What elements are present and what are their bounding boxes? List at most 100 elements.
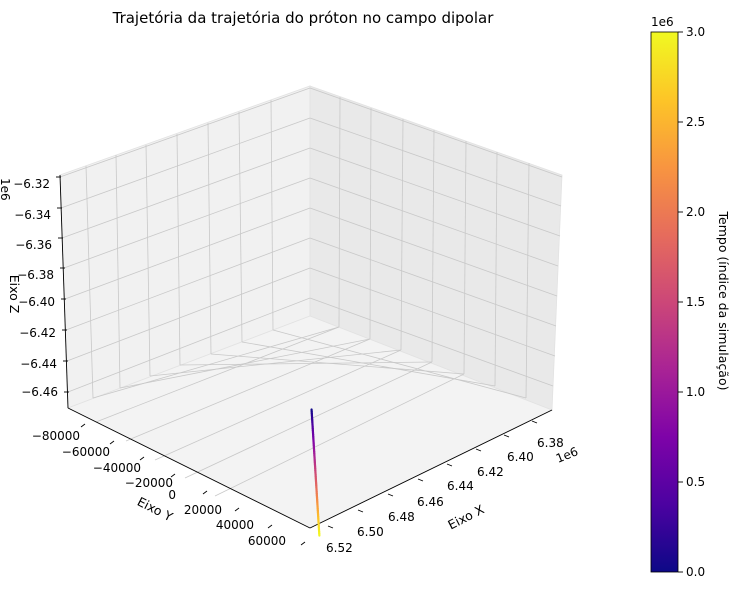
z-tick-label: −6.36 [15,238,52,252]
grid-line [309,267,556,357]
grid-line [115,154,121,389]
y-tickmark [80,423,86,428]
grid-line [309,87,563,178]
y-tick-label: −40000 [93,461,141,475]
y-tickmark [202,490,208,495]
z-axis-offset: 1e6 [0,178,12,201]
y-tickmark [300,541,306,546]
grid-line [176,133,181,366]
colorbar [650,31,679,573]
grid-line [270,99,274,331]
grid-line [64,207,311,300]
grid-line [210,353,465,375]
grid-line [369,107,372,340]
y-tickmark [109,440,115,445]
grid-line [145,144,151,377]
grid-line [66,267,311,362]
grid-line [149,349,402,377]
grid-lines [59,87,563,497]
grid-line [272,329,527,399]
x-tick-label: 6.52 [326,541,353,555]
y-axis-line [67,407,311,529]
grid-line [309,147,561,237]
z-tick-label: −6.42 [19,326,56,340]
x-tickmark [475,448,482,452]
x-axis-ticks: 6.38 6.40 6.42 6.44 6.46 6.48 6.50 6.52 [326,420,564,555]
colorbar-tick-label: 3.0 [686,25,705,39]
colorbar-ticks: 0.0 0.5 1.0 1.5 2.0 2.5 3.0 [678,25,705,579]
x-tick-label: 6.50 [357,525,384,539]
grid-line [309,297,554,387]
z-tick-label: −6.46 [21,385,58,399]
colorbar-tick-label: 2.0 [686,205,705,219]
grid-line [61,147,311,239]
grid-line [494,151,498,387]
grid-line [179,361,433,366]
grid-line [309,117,562,207]
x-tickmark [503,434,510,438]
chart-title: Trajetória da trajetória do próton no ca… [112,9,495,27]
grid-line [184,361,433,479]
y-axis-ticks: −80000 −60000 −40000 −20000 0 20000 4000… [32,423,306,548]
grid-line [309,177,559,267]
x-tick-label: 6.48 [388,510,415,524]
grid-line [338,96,341,328]
z-axis-ticks: −6.32 −6.34 −6.36 −6.38 −6.40 −6.42 −6.4… [13,176,69,399]
x-tickmark [417,478,424,482]
colorbar-tick-label: 2.5 [686,115,705,129]
grid-line [65,237,311,331]
axis-lines [59,174,553,529]
z-tick-label: −6.34 [14,208,51,222]
x-tick-label: 6.40 [507,450,534,464]
grid-line [463,140,467,375]
y-tick-label: −60000 [62,445,110,459]
colorbar-label: Tempo (índice da simulação) [716,211,731,391]
x-tick-label: 6.42 [477,465,504,479]
y-tick-label: −80000 [32,429,80,443]
colorbar-offset: 1e6 [651,15,674,29]
y-tickmark [267,524,273,529]
grid-line [431,129,435,363]
x-tick-label: 6.44 [447,479,474,493]
grid-line [400,118,404,351]
z-tick-label: −6.38 [17,268,54,282]
y-tick-label: −20000 [125,476,173,490]
axes-panes [59,85,563,529]
colorbar-tick-label: 1.0 [686,385,705,399]
y-tick-label: 40000 [216,518,254,532]
x-tickmark [446,463,453,467]
grid-line [154,349,402,461]
z-tick-label: −6.40 [18,295,55,309]
grid-line [125,338,371,442]
x-tickmark [387,493,394,497]
grid-line [309,207,558,297]
colorbar-tick-label: 0.5 [686,475,705,489]
x-axis-label: Eixo X [445,501,487,532]
x-tick-label: 6.46 [417,495,444,509]
colorbar-tick-label: 0.0 [686,565,705,579]
y-tick-label: 20000 [184,503,222,517]
x-tick-label: 6.38 [537,436,564,450]
z-tick-label: −6.32 [13,177,50,191]
grid-line [207,122,212,355]
y-tickmark [170,473,176,478]
x-tickmark [357,509,364,513]
x-axis-line [309,409,553,529]
grid-line [92,326,340,399]
grid-line [85,165,94,399]
z-axis-label: Eixo Z [7,275,22,314]
grid-line [59,87,311,178]
y-tickmark [139,456,145,461]
trajectory-line [310,408,321,537]
x-tickmark [327,525,334,529]
y-tick-label: 0 [168,488,176,502]
grid-line [63,177,311,269]
grid-line [238,111,243,343]
z-tick-label: −6.44 [20,357,57,371]
grid-line [309,237,557,327]
grid-line [60,117,311,209]
grid-line [525,162,530,399]
z-axis-line [59,174,69,409]
grid-line [67,297,311,393]
